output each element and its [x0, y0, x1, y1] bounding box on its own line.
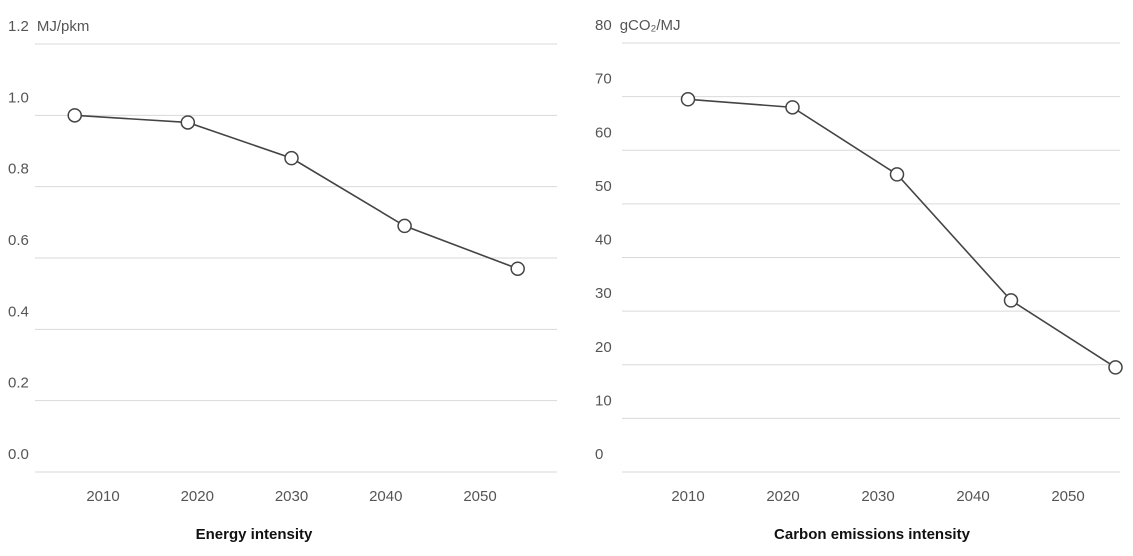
carbon-y-tick-label: 50: [595, 178, 612, 195]
carbon-series-line: [687, 98, 1116, 369]
energy-x-tick-label: 2010: [86, 488, 119, 505]
energy-x-tick-label: 2040: [369, 488, 402, 505]
energy-data-point: [284, 150, 299, 166]
carbon-x-tick-label: 2030: [861, 488, 894, 505]
carbon-data-point: [1003, 293, 1019, 308]
energy-intensity-unit-label: MJ/pkm: [37, 18, 90, 35]
carbon-emissions-intensity-title: Carbon emissions intensity: [774, 526, 971, 543]
energy-series-line: [74, 114, 518, 270]
energy-data-point: [510, 261, 525, 276]
energy-intensity-title: Energy intensity: [196, 526, 313, 543]
energy-x-tick-label: 2030: [275, 488, 308, 505]
energy-data-point: [397, 218, 412, 234]
carbon-y-tick-label: 60: [595, 124, 612, 141]
carbon-x-tick-label: 2040: [956, 488, 989, 505]
energy-data-point: [180, 115, 196, 130]
energy-y-tick-label: 1.0: [8, 89, 29, 106]
energy-y-tick-label: 1.2: [8, 18, 29, 35]
energy-intensity-chart: MJ/pkm Energy intensity 0.0 0.2 0.4 0.6 0.8 1…: [8, 18, 557, 543]
carbon-x-tick-label: 2050: [1051, 488, 1084, 505]
carbon-y-tick-label: 40: [595, 232, 612, 249]
carbon-data-point: [680, 92, 696, 107]
carbon-data-point: [889, 167, 905, 182]
energy-gridlines: [35, 43, 557, 473]
energy-y-tick-label: 0.8: [8, 161, 29, 178]
carbon-y-tick-label: 70: [595, 71, 612, 88]
carbon-y-tick-label: 80: [595, 17, 612, 34]
carbon-data-point: [1108, 360, 1123, 375]
energy-x-tick-label: 2050: [463, 488, 496, 505]
carbon-data-point: [785, 100, 800, 115]
energy-x-tick-label: 2020: [181, 488, 214, 505]
carbon-y-tick-label: 30: [595, 285, 612, 302]
energy-data-point: [67, 108, 82, 123]
carbon-gridlines: [622, 42, 1120, 473]
carbon-emissions-intensity-chart: gCO₂/MJ Carbon emissions intensity 0 10 20…: [595, 17, 1123, 543]
carbon-emissions-unit-label: gCO₂/MJ: [620, 17, 681, 34]
energy-y-tick-label: 0.0: [8, 446, 29, 463]
energy-y-tick-label: 0.4: [8, 303, 29, 320]
carbon-x-tick-label: 2010: [671, 488, 704, 505]
carbon-y-tick-label: 20: [595, 339, 612, 356]
carbon-x-tick-label: 2020: [766, 488, 799, 505]
energy-y-tick-label: 0.6: [8, 232, 29, 249]
energy-y-tick-label: 0.2: [8, 375, 29, 392]
carbon-y-tick-label: 10: [595, 392, 612, 409]
carbon-y-tick-label: 0: [595, 446, 603, 463]
